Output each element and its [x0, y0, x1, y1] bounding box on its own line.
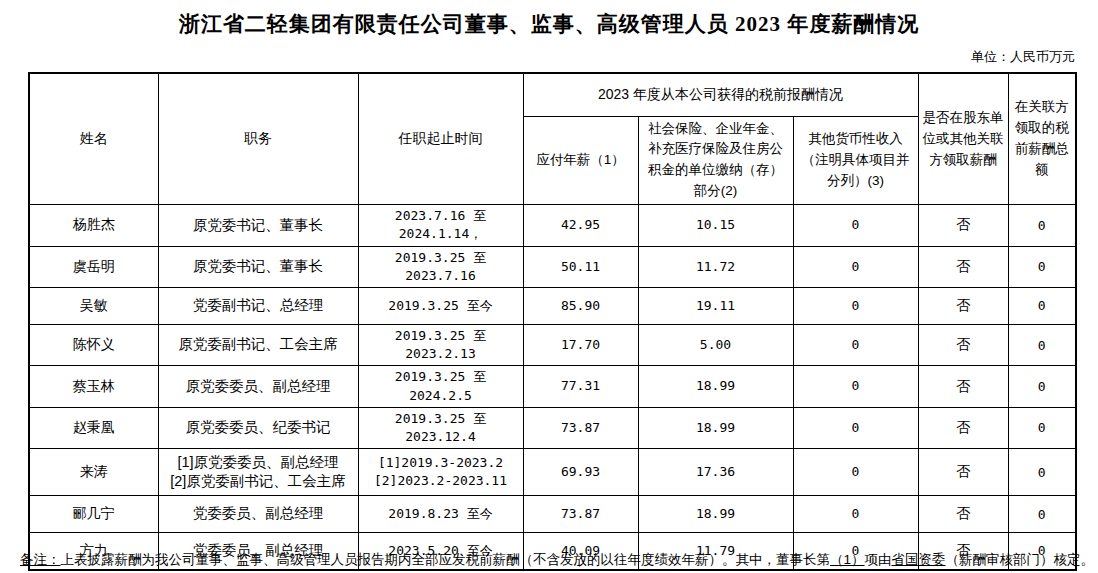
cell-position: 党委委员、副总经理	[158, 496, 358, 533]
cell-other-income: 0	[793, 287, 918, 324]
cell-tenure: 2019.3.25 至 2023.7.16	[358, 246, 523, 287]
cell-tenure: 2019.3.25 至 2024.2.5	[358, 366, 523, 407]
cell-related-paid: 否	[918, 205, 1008, 246]
cell-insurance: 11.72	[638, 246, 793, 287]
cell-name: 赵秉凰	[29, 407, 158, 448]
cell-position: 原党委书记、董事长	[158, 205, 358, 246]
cell-salary: 17.70	[523, 324, 638, 365]
cell-insurance: 17.36	[638, 449, 793, 496]
cell-related-total: 0	[1008, 246, 1076, 287]
cell-related-total: 0	[1008, 449, 1076, 496]
cell-related-total: 0	[1008, 324, 1076, 365]
cell-salary: 50.11	[523, 246, 638, 287]
cell-salary: 77.31	[523, 366, 638, 407]
col-header-related-party-total: 在关联方领取的税前薪酬总额	[1008, 73, 1076, 205]
cell-other-income: 0	[793, 324, 918, 365]
col-header-related-party-paid: 是否在股东单位或其他关联方领取薪酬	[918, 73, 1008, 205]
col-header-tenure: 任职起止时间	[358, 73, 523, 205]
cell-salary: 73.87	[523, 496, 638, 533]
cell-related-total: 0	[1008, 407, 1076, 448]
cell-name: 吴敏	[29, 287, 158, 324]
cell-name: 陈怀义	[29, 324, 158, 365]
col-header-position: 职务	[158, 73, 358, 205]
col-header-name: 姓名	[29, 73, 158, 205]
cell-position: 原党委委员、纪委书记	[158, 407, 358, 448]
cell-insurance: 5.00	[638, 324, 793, 365]
cell-related-paid: 否	[918, 287, 1008, 324]
cell-related-paid: 否	[918, 496, 1008, 533]
cell-related-total: 0	[1008, 496, 1076, 533]
header-row-top: 姓名 职务 任职起止时间 2023 年度从本公司获得的税前报酬情况 是否在股东单…	[29, 73, 1076, 116]
cell-other-income: 0	[793, 366, 918, 407]
cell-insurance: 18.99	[638, 407, 793, 448]
cell-tenure: 2019.3.25 至今	[358, 287, 523, 324]
col-header-salary: 应付年薪（1）	[523, 116, 638, 205]
cell-insurance: 19.11	[638, 287, 793, 324]
cell-name: 杨胜杰	[29, 205, 158, 246]
cell-other-income: 0	[793, 205, 918, 246]
cell-insurance: 18.99	[638, 496, 793, 533]
table-row: 郦几宁党委委员、副总经理2019.8.23 至今73.8718.990否0	[29, 496, 1076, 533]
cell-tenure: [1]2019.3-2023.2 [2]2023.2-2023.11	[358, 449, 523, 496]
cell-salary: 73.87	[523, 407, 638, 448]
cell-salary: 42.95	[523, 205, 638, 246]
col-header-other-income: 其他货币性收入（注明具体项目并分列）(3)	[793, 116, 918, 205]
table-row: 赵秉凰原党委委员、纪委书记2019.3.25 至 2023.12.473.871…	[29, 407, 1076, 448]
cell-tenure: 2019.8.23 至今	[358, 496, 523, 533]
cell-tenure: 2019.3.25 至 2023.12.4	[358, 407, 523, 448]
cell-tenure: 2023.7.16 至 2024.1.14，	[358, 205, 523, 246]
cell-other-income: 0	[793, 246, 918, 287]
table-row: 虞岳明原党委书记、董事长2019.3.25 至 2023.7.1650.1111…	[29, 246, 1076, 287]
cell-other-income: 0	[793, 449, 918, 496]
cell-position: 党委副书记、总经理	[158, 287, 358, 324]
footnote: 备注：上表披露薪酬为我公司董事、监事、高级管理人员报告期内全部应发税前薪酬（不含…	[20, 551, 1090, 569]
cell-position: 原党委副书记、工会主席	[158, 324, 358, 365]
cell-other-income: 0	[793, 496, 918, 533]
page-title: 浙江省二轻集团有限责任公司董事、监事、高级管理人员 2023 年度薪酬情况	[0, 0, 1098, 38]
table-body: 杨胜杰原党委书记、董事长2023.7.16 至 2024.1.14，42.951…	[29, 205, 1076, 570]
cell-related-paid: 否	[918, 246, 1008, 287]
cell-related-total: 0	[1008, 366, 1076, 407]
cell-name: 郦几宁	[29, 496, 158, 533]
cell-insurance: 18.99	[638, 366, 793, 407]
cell-position: [1]原党委委员、副总经理 [2]原党委副书记、工会主席	[158, 449, 358, 496]
cell-related-paid: 否	[918, 366, 1008, 407]
cell-position: 原党委书记、董事长	[158, 246, 358, 287]
cell-related-paid: 否	[918, 449, 1008, 496]
table-row: 来涛[1]原党委委员、副总经理 [2]原党委副书记、工会主席[1]2019.3-…	[29, 449, 1076, 496]
salary-table: 姓名 职务 任职起止时间 2023 年度从本公司获得的税前报酬情况 是否在股东单…	[28, 72, 1077, 571]
cell-related-paid: 否	[918, 324, 1008, 365]
col-header-insurance: 社会保险、企业年金、补充医疗保险及住房公积金的单位缴纳（存）部分(2)	[638, 116, 793, 205]
footnote-text: 项由	[865, 552, 892, 567]
cell-position: 原党委委员、副总经理	[158, 366, 358, 407]
cell-salary: 69.93	[523, 449, 638, 496]
cell-insurance: 10.15	[638, 205, 793, 246]
cell-related-total: 0	[1008, 205, 1076, 246]
table-row: 吴敏党委副书记、总经理2019.3.25 至今85.9019.110否0	[29, 287, 1076, 324]
cell-related-paid: 否	[918, 407, 1008, 448]
table-header: 姓名 职务 任职起止时间 2023 年度从本公司获得的税前报酬情况 是否在股东单…	[29, 73, 1076, 205]
table-row: 陈怀义原党委副书记、工会主席2019.3.25 至 2023.2.1317.70…	[29, 324, 1076, 365]
cell-name: 来涛	[29, 449, 158, 496]
table-row: 杨胜杰原党委书记、董事长2023.7.16 至 2024.1.14，42.951…	[29, 205, 1076, 246]
footnote-text: （薪酬审核部门）核定。	[946, 552, 1095, 567]
cell-name: 蔡玉林	[29, 366, 158, 407]
footnote-underlined-text: 省国资委	[892, 552, 946, 567]
cell-other-income: 0	[793, 407, 918, 448]
footnote-underlined-text: 备注：	[20, 552, 61, 567]
cell-tenure: 2019.3.25 至 2023.2.13	[358, 324, 523, 365]
footnote-text: 上表披露薪酬为我公司董事、监事、高级管理人员报告期内全部应发税前薪酬（不含发放的…	[61, 552, 831, 567]
document-page: 浙江省二轻集团有限责任公司董事、监事、高级管理人员 2023 年度薪酬情况 单位…	[0, 0, 1098, 573]
table-row: 蔡玉林原党委委员、副总经理2019.3.25 至 2024.2.577.3118…	[29, 366, 1076, 407]
cell-related-total: 0	[1008, 287, 1076, 324]
col-header-compensation-group: 2023 年度从本公司获得的税前报酬情况	[523, 73, 918, 116]
cell-salary: 85.90	[523, 287, 638, 324]
unit-note: 单位：人民币万元	[971, 48, 1075, 66]
footnote-underlined-text: （1）	[830, 552, 865, 567]
cell-name: 虞岳明	[29, 246, 158, 287]
